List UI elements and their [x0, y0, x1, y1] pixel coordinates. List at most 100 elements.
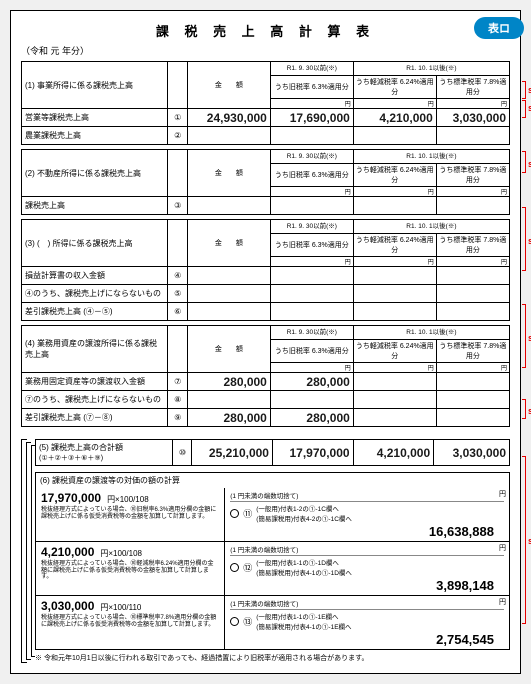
row-red: 4,210,000: [353, 109, 436, 127]
calc-amt: 3,898,148: [230, 578, 504, 593]
yen-mark: 円: [499, 597, 506, 607]
row-circ: ③: [168, 197, 188, 215]
col-std: うち標準税率 7.8%適用分: [436, 76, 509, 99]
row-amt: [187, 267, 270, 285]
row-old: [270, 391, 353, 409]
col-period2: R1. 10. 1以後(※): [353, 150, 509, 164]
row-std: 3,030,000: [436, 109, 509, 127]
row-amt: [187, 391, 270, 409]
calc-formula: 円×100/108: [100, 548, 142, 559]
row-amt: [187, 197, 270, 215]
calc-left: 4,210,000 円×100/108 税抜経理方式によっている場合、⑩軽減税率…: [36, 542, 225, 595]
row-old: [270, 303, 353, 321]
calc-amt: 16,638,888: [230, 524, 504, 539]
year-label: （令和 元 年分）: [21, 44, 510, 57]
col-amount: 金 額: [187, 326, 270, 373]
row-amt: [187, 303, 270, 321]
col-period1: R1. 9. 30以前(※): [270, 220, 353, 234]
page-title: 課 税 売 上 高 計 算 表: [21, 21, 510, 40]
row-amt: [187, 127, 270, 145]
col-period2: R1. 10. 1以後(※): [353, 220, 509, 234]
calc-row: 3,030,000 円×100/110 税抜経理方式によっている場合、⑩標準税率…: [36, 595, 509, 649]
col-red: うち軽減税率 6.24%適用分: [353, 234, 436, 257]
row-std: [436, 127, 509, 145]
calc-left: 3,030,000 円×100/110 税抜経理方式によっている場合、⑩標準税率…: [36, 596, 225, 649]
row-red: [353, 409, 436, 427]
tab-badge: 表ロ: [474, 17, 524, 39]
bracket-3-1: [522, 456, 526, 624]
row-amt: 24,930,000: [187, 109, 270, 127]
row-label: 差引課税売上高 (⑦－⑧): [22, 409, 168, 427]
row-amt: 280,000: [187, 409, 270, 427]
col-period1: R1. 9. 30以前(※): [270, 62, 353, 76]
bracket-2-5: [522, 304, 526, 368]
calc-left: 17,970,000 円×100/108 税抜経理方式によっている場合、⑩旧税率…: [36, 488, 225, 541]
worksheet-page: 表ロ 課 税 売 上 高 計 算 表 （令和 元 年分） (1) 事業所得に係る…: [10, 10, 521, 674]
total-std: 3,030,000: [434, 440, 510, 466]
footnote: ※ 令和元年10月1日以後に行われる取引であっても、経過措置により旧税率が適用さ…: [35, 653, 510, 663]
total-circ: ⑩: [173, 440, 192, 466]
row-red: [353, 267, 436, 285]
row-label: 農業課税売上高: [22, 127, 168, 145]
row-std: [436, 285, 509, 303]
row-label: 営業等課税売上高: [22, 109, 168, 127]
yen-mark: 円: [499, 489, 506, 499]
row-label: ④のうち、課税売上げにならないもの: [22, 285, 168, 303]
bracket-2-6: [522, 399, 526, 419]
calc-top: (1 円未満の端数切捨て): [230, 490, 504, 502]
row-red: [353, 391, 436, 409]
col-old: うち旧税率 6.3%適用分: [270, 164, 353, 187]
calc-mid: (一般用)付表1-1の①-1E欄へ(簡易課税用)付表4-1の①-1E欄へ: [256, 610, 351, 632]
calc-mid: (一般用)付表1-1の①-1D欄へ(簡易課税用)付表4-1の①-1D欄へ: [256, 556, 352, 578]
row-label: 損益計算書の収入金額: [22, 267, 168, 285]
row-red: [353, 127, 436, 145]
row-old: 17,690,000: [270, 109, 353, 127]
row-circ: ⑦: [168, 373, 188, 391]
bracket-2-1: [522, 81, 526, 99]
row-amt: 280,000: [187, 373, 270, 391]
row-label: 課税売上高: [22, 197, 168, 215]
row-circ: ⑥: [168, 303, 188, 321]
calc-right: 円 (1 円未満の端数切捨て) ⑬ (一般用)付表1-1の①-1E欄へ(簡易課税…: [225, 596, 509, 649]
total-table: (5) 課税売上高の合計額 (①＋②＋③＋⑥＋⑨) ⑩ 25,210,000 1…: [35, 439, 510, 466]
data-row: 業務用固定資産等の譲渡収入金額 ⑦ 280,000 280,000: [22, 373, 510, 391]
nested-section: (5) 課税売上高の合計額 (①＋②＋③＋⑥＋⑨) ⑩ 25,210,000 1…: [21, 439, 510, 663]
col-red: うち軽減税率 6.24%適用分: [353, 340, 436, 363]
nest-line-inner: [31, 445, 35, 657]
row-old: [270, 197, 353, 215]
row-circ: ④: [168, 267, 188, 285]
calc-circ: [230, 509, 239, 518]
col-std: うち標準税率 7.8%適用分: [436, 340, 509, 363]
row-std: [436, 197, 509, 215]
data-row: ⑦のうち、課税売上げにならないもの ⑧: [22, 391, 510, 409]
data-row: 損益計算書の収入金額 ④: [22, 267, 510, 285]
col-old: うち旧税率 6.3%適用分: [270, 76, 353, 99]
calc-right: 円 (1 円未満の端数切捨て) ⑫ (一般用)付表1-1の①-1D欄へ(簡易課税…: [225, 542, 509, 595]
data-row: 課税売上高 ③: [22, 197, 510, 215]
data-row: 差引課税売上高 (④－⑤) ⑥: [22, 303, 510, 321]
calc-row: 4,210,000 円×100/108 税抜経理方式によっている場合、⑩軽減税率…: [36, 541, 509, 595]
calc-top: (1 円未満の端数切捨て): [230, 544, 504, 556]
section-title: (2) 不動産所得に係る課税売上高: [22, 150, 168, 197]
col-period2: R1. 10. 1以後(※): [353, 62, 509, 76]
col-std: うち標準税率 7.8%適用分: [436, 234, 509, 257]
total-red: 4,210,000: [353, 440, 434, 466]
row-amt: [187, 285, 270, 303]
row-red: [353, 373, 436, 391]
row-red: [353, 285, 436, 303]
bracket-2-3: [522, 151, 526, 173]
calc-note: 税抜経理方式によっている場合、⑩旧税率6.3%適用分欄の金額に課税売上げに係る仮…: [41, 507, 219, 520]
total-amt: 25,210,000: [192, 440, 273, 466]
calc-circ: [230, 617, 239, 626]
calc-formula: 円×100/108: [107, 494, 149, 505]
total-old: 17,970,000: [272, 440, 353, 466]
row-label: ⑦のうち、課税売上げにならないもの: [22, 391, 168, 409]
sections-container: (1) 事業所得に係る課税売上高 金 額 R1. 9. 30以前(※) R1. …: [21, 61, 510, 431]
calc-circ-txt: ⑪: [243, 507, 252, 520]
section-title: (3) ( ) 所得に係る課税売上高: [22, 220, 168, 267]
calc-num: 4,210,000: [41, 545, 94, 559]
col-period1: R1. 9. 30以前(※): [270, 150, 353, 164]
section-title: (4) 業務用資産の譲渡所得に係る課税売上高: [22, 326, 168, 373]
row-std: [436, 409, 509, 427]
row-red: [353, 197, 436, 215]
